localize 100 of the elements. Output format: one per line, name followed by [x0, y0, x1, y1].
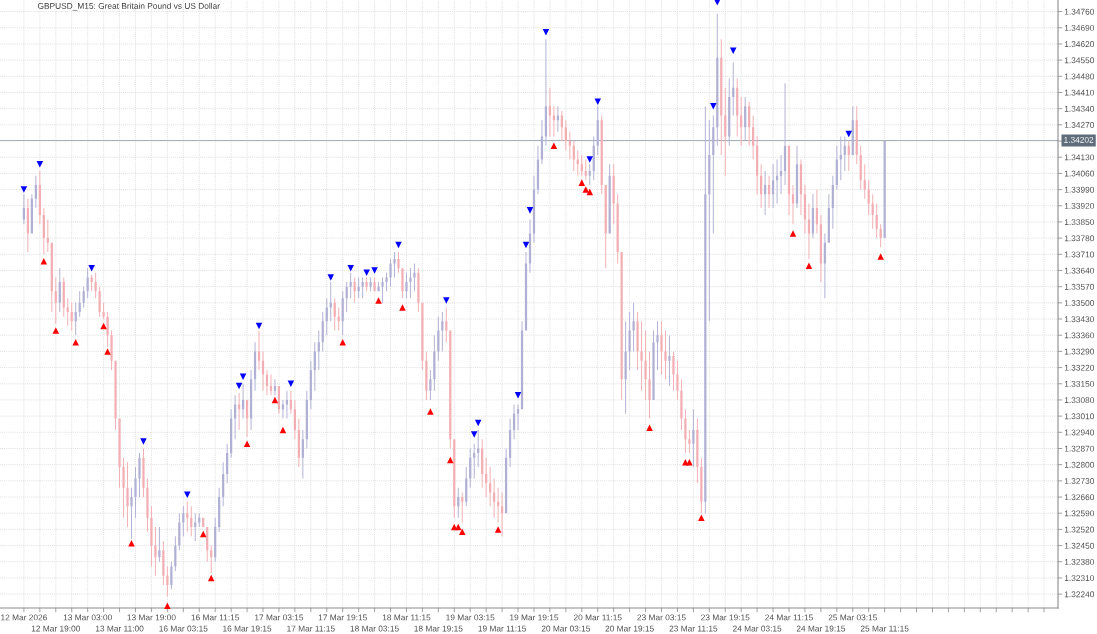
candlestick: [409, 268, 412, 299]
x-tick-label: 12 Mar 19:00: [31, 625, 81, 632]
ref-line-label: 1.34202: [1064, 136, 1094, 143]
candlestick: [413, 263, 416, 292]
y-tick-label: 1.33220: [1064, 364, 1095, 371]
y-tick-label: 1.32450: [1064, 542, 1095, 549]
y-tick-label: 1.32520: [1064, 526, 1095, 533]
point: [327, 274, 335, 281]
y-tick-label: 1.33150: [1064, 380, 1095, 387]
candlestick: [632, 302, 635, 352]
y-tick-label: 1.32590: [1064, 510, 1095, 517]
candlestick: [373, 277, 376, 292]
candlestick: [110, 330, 113, 370]
y-tick-label: 1.33710: [1064, 251, 1095, 258]
candlestick: [142, 448, 145, 498]
point: [52, 327, 60, 334]
candlestick: [672, 351, 675, 391]
point: [698, 514, 705, 522]
candlestick: [46, 219, 49, 252]
x-tick-label: 20 Mar 03:15: [541, 625, 591, 632]
point: [805, 262, 813, 270]
candlestick: [775, 159, 779, 204]
candlestick: [405, 272, 408, 299]
x-tick-label: 24 Mar 11:15: [765, 614, 813, 621]
point: [88, 264, 95, 272]
point: [526, 207, 534, 214]
candlestick: [186, 501, 189, 532]
x-tick-label: 23 Mar 11:15: [669, 625, 718, 632]
point: [347, 264, 354, 272]
point: [447, 456, 454, 464]
point: [104, 348, 111, 355]
y-tick-label: 1.34340: [1064, 105, 1095, 112]
point: [494, 526, 502, 533]
y-tick-label: 1.32310: [1064, 575, 1095, 582]
point: [427, 408, 434, 415]
candlestick: [329, 282, 332, 322]
candlestick: [385, 272, 388, 292]
y-tick-label: 1.34550: [1064, 57, 1095, 64]
x-tick-label: 13 Mar 19:00: [127, 614, 176, 621]
candlestick: [477, 429, 480, 467]
candlestick: [839, 136, 842, 181]
candlestick: [369, 277, 372, 292]
y-tick-label: 1.33290: [1064, 348, 1095, 355]
point: [207, 574, 215, 582]
x-tick-label: 19 Mar 03:15: [446, 614, 495, 621]
x-tick-label: 24 Mar 03:15: [733, 625, 782, 632]
y-tick-label: 1.32940: [1064, 429, 1095, 436]
x-tick-label: 23 Mar 03:15: [637, 614, 686, 621]
point: [20, 186, 28, 193]
point: [287, 380, 295, 388]
point: [582, 186, 590, 193]
candlestick: [648, 351, 651, 419]
x-tick-label: 19 Mar 19:15: [510, 614, 559, 621]
x-tick-label: 12 Mar 2026: [1, 614, 47, 621]
x-tick-label: 16 Mar 03:15: [159, 625, 208, 632]
point: [646, 424, 653, 431]
candlestick: [684, 409, 687, 454]
candlestick: [122, 457, 125, 518]
candlestick: [417, 268, 420, 313]
y-tick-label: 1.32730: [1064, 478, 1095, 484]
point: [455, 523, 462, 531]
x-tick-label: 16 Mar 11:15: [191, 614, 240, 621]
chart-title: GBPUSD_M15: Great Britain Pound vs US Dollar: [37, 2, 220, 11]
point: [371, 267, 378, 274]
candlestick: [779, 154, 783, 195]
point: [550, 142, 558, 149]
x-tick-label: 13 Mar 03:00: [63, 614, 112, 621]
candlestick: [680, 379, 683, 430]
point: [140, 438, 147, 445]
point: [542, 29, 550, 36]
point: [375, 297, 382, 304]
candlestick: [656, 321, 659, 370]
y-tick-label: 1.32380: [1064, 558, 1095, 565]
x-tick-label: 24 Mar 19:15: [796, 625, 846, 632]
candlestick: [397, 251, 400, 273]
candlestick: [688, 429, 691, 454]
point: [72, 338, 79, 346]
candlestick: [114, 360, 117, 430]
candlestick: [150, 506, 153, 567]
x-tick-label: 25 Mar 03:15: [828, 614, 877, 621]
candlestick: [640, 321, 643, 391]
y-tick-label: 1.33920: [1064, 202, 1095, 209]
y-tick-label: 1.34760: [1064, 8, 1095, 15]
point: [789, 230, 797, 237]
y-tick-label: 1.34060: [1064, 170, 1095, 177]
x-tick-label: 17 Mar 03:15: [255, 614, 304, 621]
x-tick-label: 16 Mar 19:15: [223, 625, 272, 632]
point: [686, 459, 693, 466]
y-tick-label: 1.34690: [1064, 24, 1095, 31]
candlestick: [146, 478, 149, 532]
candlestick: [126, 462, 129, 528]
x-tick-label: 18 Mar 19:15: [414, 625, 463, 632]
candlestick: [138, 453, 141, 498]
point: [578, 179, 586, 186]
candlestick: [393, 251, 396, 278]
y-tick-label: 1.32240: [1064, 591, 1095, 598]
y-tick-label: 1.33780: [1064, 235, 1095, 242]
x-tick-label: 13 Mar 11:00: [95, 625, 144, 632]
candlestick: [636, 312, 639, 370]
candlestick: [461, 492, 464, 523]
